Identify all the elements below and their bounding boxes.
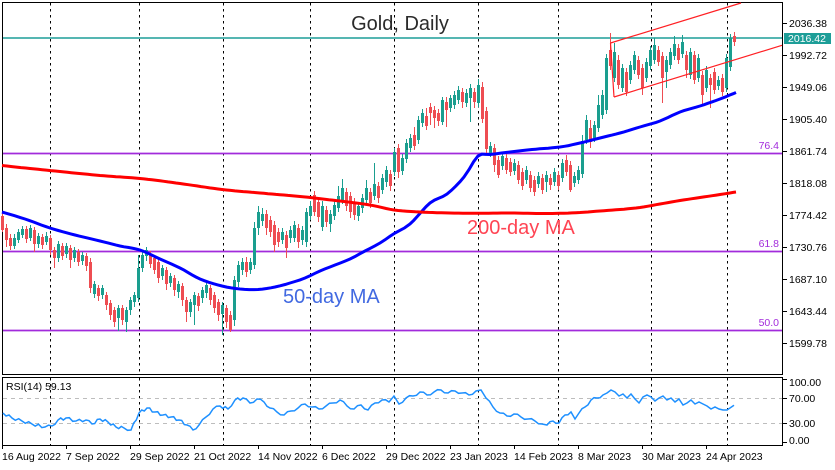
svg-text:200-day MA: 200-day MA: [467, 217, 575, 239]
svg-text:30.00: 30.00: [789, 418, 815, 430]
svg-text:70.00: 70.00: [789, 393, 815, 405]
svg-text:21 Oct 2022: 21 Oct 2022: [194, 451, 251, 463]
svg-text:1643.44: 1643.44: [789, 306, 827, 318]
svg-text:1774.42: 1774.42: [789, 210, 827, 222]
svg-text:16 Aug 2022: 16 Aug 2022: [2, 451, 61, 463]
svg-text:Gold, Daily: Gold, Daily: [351, 13, 449, 35]
svg-text:29 Dec 2022: 29 Dec 2022: [386, 451, 446, 463]
svg-text:100.00: 100.00: [789, 377, 821, 389]
svg-text:2036.38: 2036.38: [789, 18, 827, 30]
svg-text:1949.06: 1949.06: [789, 82, 827, 94]
svg-text:50.0: 50.0: [759, 317, 780, 329]
svg-text:14 Feb 2023: 14 Feb 2023: [514, 451, 573, 463]
svg-text:6 Dec 2022: 6 Dec 2022: [322, 451, 376, 463]
svg-text:1905.40: 1905.40: [789, 114, 827, 126]
svg-text:1861.74: 1861.74: [789, 146, 827, 158]
svg-text:1992.72: 1992.72: [789, 50, 827, 62]
svg-text:RSI(14) 59.13: RSI(14) 59.13: [6, 381, 72, 393]
svg-text:14 Nov 2022: 14 Nov 2022: [258, 451, 318, 463]
svg-text:23 Jan 2023: 23 Jan 2023: [450, 451, 508, 463]
svg-text:76.4: 76.4: [759, 140, 780, 152]
svg-text:0.00: 0.00: [789, 435, 810, 447]
svg-text:1599.78: 1599.78: [789, 338, 827, 350]
svg-text:1818.08: 1818.08: [789, 178, 827, 190]
svg-text:30 Mar 2023: 30 Mar 2023: [642, 451, 701, 463]
svg-text:24 Apr 2023: 24 Apr 2023: [706, 451, 763, 463]
svg-text:1687.10: 1687.10: [789, 274, 827, 286]
svg-text:50-day MA: 50-day MA: [283, 286, 380, 308]
svg-text:1730.76: 1730.76: [789, 242, 827, 254]
svg-text:2016.42: 2016.42: [788, 33, 826, 45]
svg-text:7 Sep 2022: 7 Sep 2022: [66, 451, 120, 463]
svg-text:61.8: 61.8: [759, 238, 780, 250]
svg-text:29 Sep 2022: 29 Sep 2022: [130, 451, 190, 463]
svg-text:8 Mar 2023: 8 Mar 2023: [578, 451, 631, 463]
